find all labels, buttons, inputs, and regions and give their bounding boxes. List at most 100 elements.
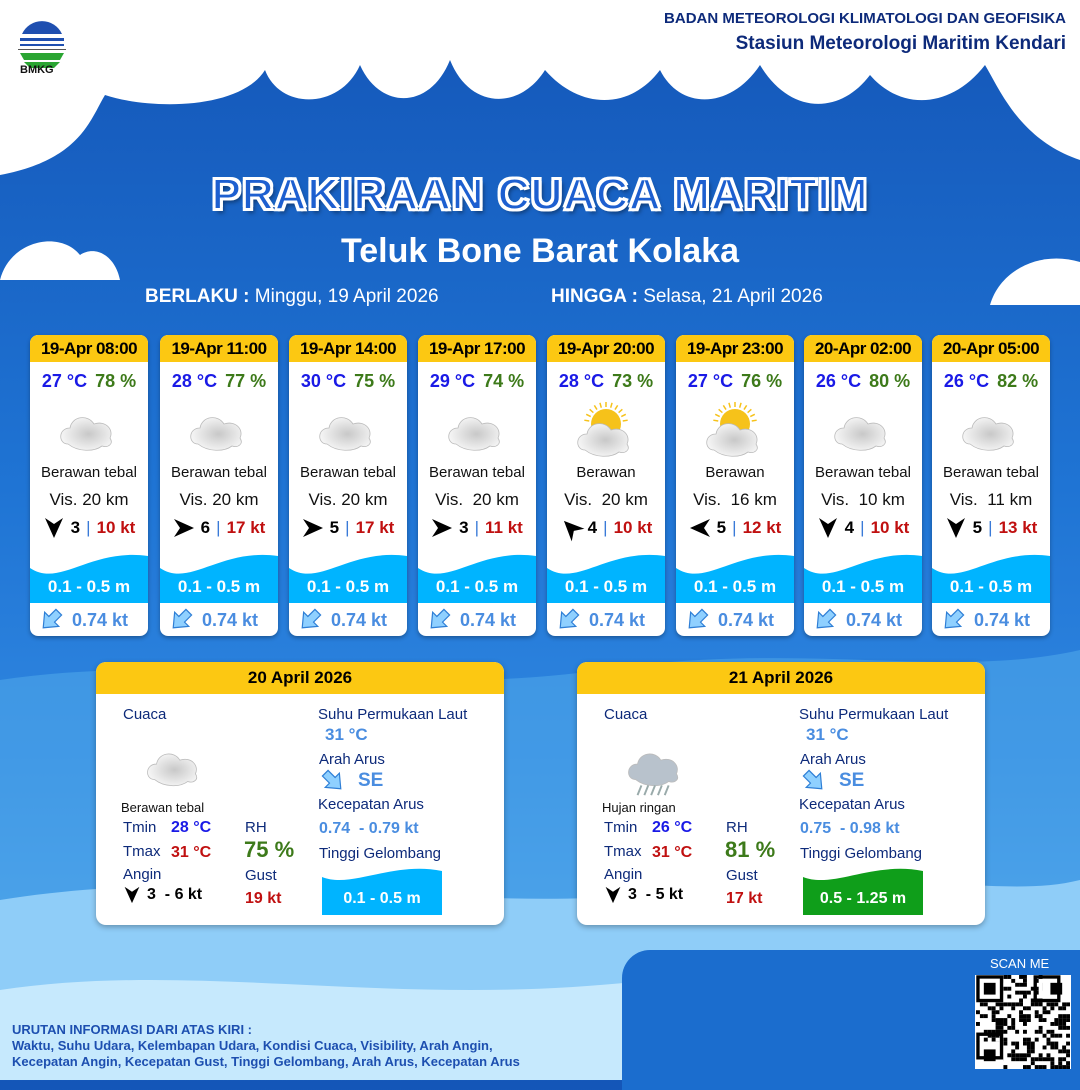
wave-height: 0.1 - 0.5 m — [564, 577, 648, 596]
valid-from-label: BERLAKU : — [145, 286, 250, 307]
gust-speed: 10 kt — [613, 518, 653, 537]
cloud-icon — [190, 417, 242, 451]
daily-date: 21 April 2026 — [577, 662, 985, 694]
daily-wind: 3 - 5 kt — [628, 886, 684, 903]
wind-direction-icon — [689, 519, 710, 537]
humidity: 78 % — [95, 371, 137, 391]
daily-wind: 3 - 6 kt — [147, 886, 203, 903]
humidity: 74 % — [483, 371, 525, 391]
current-speed: 0.74 kt — [589, 609, 646, 630]
wave-height: 0.1 - 0.5 m — [949, 577, 1033, 596]
wind-speed: 6 — [200, 518, 211, 537]
wave-height: 0.1 - 0.5 m — [435, 577, 519, 596]
wave-graphic — [676, 554, 794, 603]
wind-speed: 3 — [70, 518, 81, 537]
air-temperature: 27 °C — [687, 371, 734, 391]
cloud-icon — [319, 417, 371, 451]
daily-gust: 17 kt — [726, 890, 763, 907]
gust-speed: 10 kt — [870, 518, 910, 537]
humidity: 75 % — [354, 371, 396, 391]
sun-cloud-icon — [706, 402, 758, 457]
current-speed: 0.74 kt — [846, 609, 903, 630]
humidity: 76 % — [741, 371, 783, 391]
sst-value: 31 °C — [806, 725, 849, 744]
gust-label: Gust — [245, 867, 277, 884]
humidity: 82 % — [997, 371, 1039, 391]
current-speed-label: Kecepatan Arus — [799, 796, 905, 813]
wind-speed: 5 — [972, 518, 983, 537]
current-direction-icon — [559, 608, 580, 629]
weather-condition: Berawan tebal — [429, 464, 525, 481]
current-direction: SE — [839, 770, 865, 791]
wind-speed: 4 — [587, 518, 598, 537]
humidity: 77 % — [225, 371, 267, 391]
forecast-card: 19-Apr 23:00 27 °C 76 % Berawan Vis. 16 k… — [676, 335, 794, 636]
wave-graphic — [547, 554, 665, 603]
scan-me-label: SCAN ME — [990, 956, 1050, 971]
area-name: Teluk Bone Barat Kolaka — [340, 232, 740, 270]
air-temperature: 26 °C — [815, 371, 862, 391]
gust-speed: 12 kt — [742, 518, 782, 537]
current-direction-label: Arah Arus — [800, 751, 866, 768]
cloud-icon — [834, 417, 886, 451]
wind-speed: 5 — [716, 518, 727, 537]
wave-label: Tinggi Gelombang — [319, 845, 442, 862]
wind-direction-icon — [124, 886, 140, 904]
wave-graphic — [30, 554, 148, 603]
air-temperature: 29 °C — [429, 371, 476, 391]
daily-wave-height: 0.1 - 0.5 m — [343, 890, 421, 907]
visibility: Vis. 20 km — [179, 490, 259, 509]
valid-from-value: Minggu, 19 April 2026 — [254, 286, 439, 307]
weather-condition: Berawan — [705, 464, 765, 481]
current-speed-label: Kecepatan Arus — [318, 796, 424, 813]
gust-speed: 11 kt — [485, 518, 523, 537]
forecast-card: 19-Apr 20:00 28 °C 73 % Berawan Vis. 20 k… — [547, 335, 665, 636]
cloud-icon — [962, 417, 1014, 451]
current-direction-icon — [42, 608, 63, 629]
daily-weather: Berawan tebal — [121, 800, 205, 815]
daily-wave-height: 0.5 - 1.25 m — [819, 890, 907, 907]
weather-label: Cuaca — [604, 706, 648, 723]
wave-height: 0.1 - 0.5 m — [306, 577, 390, 596]
tmin-value: 28 °C — [171, 819, 212, 836]
forecast-time: 19-Apr 11:00 — [160, 335, 278, 362]
current-speed: 0.74 kt — [331, 609, 388, 630]
visibility: Vis. 11 km — [949, 490, 1033, 509]
tmax-label: Tmax — [123, 843, 161, 860]
daily-date: 20 April 2026 — [96, 662, 504, 694]
humidity: 73 % — [612, 371, 654, 391]
current-speed: 0.74 kt — [460, 609, 517, 630]
daily-current-speed: 0.74 - 0.79 kt — [319, 820, 419, 837]
wind-label: Angin — [123, 866, 162, 883]
tmin-label: Tmin — [123, 819, 157, 836]
wind-direction-icon — [432, 519, 453, 537]
wave-graphic — [289, 554, 407, 603]
cloud-icon — [60, 417, 112, 451]
daily-rh: 81 % — [725, 837, 776, 862]
current-direction-icon — [321, 769, 342, 790]
current-speed: 0.74 kt — [202, 609, 259, 630]
current-direction-label: Arah Arus — [319, 751, 385, 768]
current-direction-icon — [430, 608, 451, 629]
forecast-card: 19-Apr 11:00 28 °C 77 % Berawan tebal Vis… — [160, 335, 278, 636]
gust-speed: 10 kt — [96, 518, 136, 537]
sst-value: 31 °C — [325, 725, 368, 744]
current-speed: 0.74 kt — [974, 609, 1031, 630]
wind-speed: 3 — [459, 518, 469, 537]
valid-to: HINGGA : Selasa, 21 April 2026 — [551, 286, 823, 308]
forecast-time: 19-Apr 17:00 — [418, 335, 536, 362]
air-temperature: 26 °C — [943, 371, 990, 391]
current-direction-icon — [688, 608, 709, 629]
gust-speed: 13 kt — [998, 518, 1038, 537]
wave-height: 0.1 - 0.5 m — [47, 577, 131, 596]
cloud-right — [990, 258, 1080, 305]
qr-code[interactable] — [975, 975, 1071, 1069]
bmkg-logo — [18, 21, 66, 68]
valid-to-label: HINGGA : — [551, 286, 638, 307]
forecast-card: 19-Apr 14:00 30 °C 75 % Berawan tebal Vis… — [289, 335, 407, 636]
forecast-time: 20-Apr 05:00 — [932, 335, 1050, 362]
current-direction-icon — [172, 608, 193, 629]
wave-height: 0.1 - 0.5 m — [177, 577, 261, 596]
wind-direction-icon — [605, 886, 621, 904]
footer-line-1: Waktu, Suhu Udara, Kelembapan Udara, Kon… — [12, 1038, 493, 1053]
